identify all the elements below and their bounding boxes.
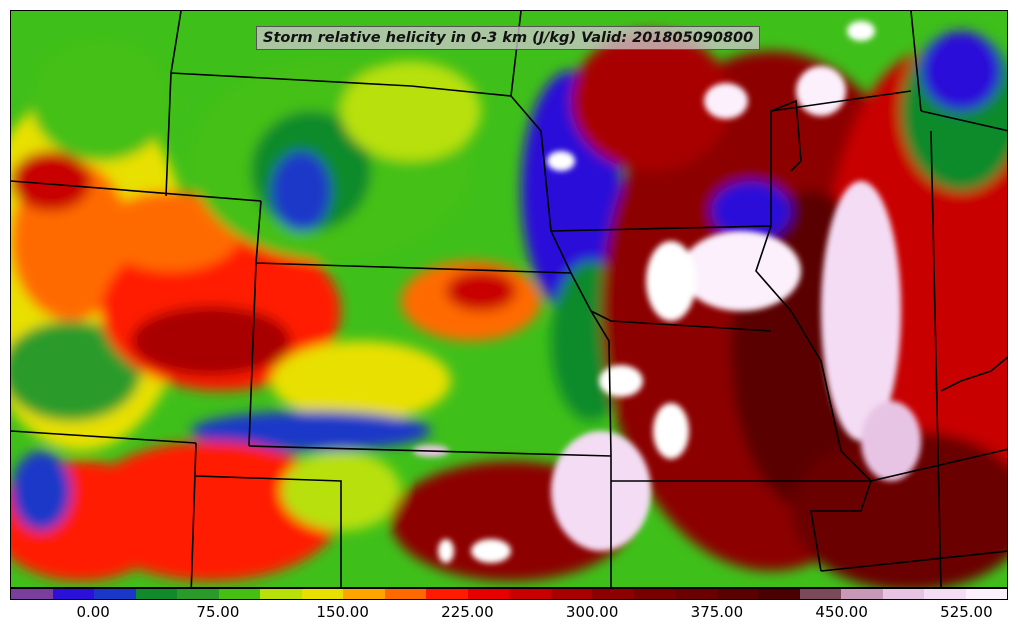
colorbar-segment [426,589,468,599]
colorbar-segment [94,589,136,599]
colorbar-segment [758,589,800,599]
colorbar-tick-label: 525.00 [940,603,993,621]
colorbar-tick-label: 300.00 [565,603,619,621]
colorbar-tick-label: 75.00 [196,603,240,621]
colorbar-segment [716,589,758,599]
map-title: Storm relative helicity in 0-3 km (J/kg)… [256,26,761,50]
colorbar-segment [882,589,924,599]
colorbar-segment [550,589,592,599]
colorbar [10,588,1008,600]
colorbar-segment [592,589,634,599]
colorbar-segment [260,589,302,599]
colorbar-segment [301,589,343,599]
colorbar-segment [177,589,219,599]
colorbar-tick-label: 0.00 [76,603,110,621]
colorbar-labels: 0.00 75.00 150.00 225.00 300.00 375.00 450.00 5… [10,603,1008,625]
colorbar-segment [52,589,94,599]
colorbar-tick-label: 225.00 [441,603,494,621]
colorbar-segment [343,589,385,599]
colorbar-tick-label: 150.00 [316,603,369,621]
colorbar-segment [135,589,177,599]
colorbar-segment [11,589,53,599]
colorbar-segment [799,589,841,599]
colorbar-segment [467,589,509,599]
colorbar-segment [633,589,675,599]
colorbar-segment [965,589,1007,599]
colorbar-segment [675,589,717,599]
colorbar-segment [924,589,966,599]
state-boundaries [11,11,1007,587]
colorbar-segment [218,589,260,599]
colorbar-segment [841,589,883,599]
colorbar-tick-label: 375.00 [690,603,744,621]
helicity-field [11,11,1007,587]
colorbar-tick-label: 450.00 [815,603,868,621]
colorbar-segment [384,589,426,599]
colorbar-segment [509,589,551,599]
helicity-map: Storm relative helicity in 0-3 km (J/kg)… [10,10,1008,588]
